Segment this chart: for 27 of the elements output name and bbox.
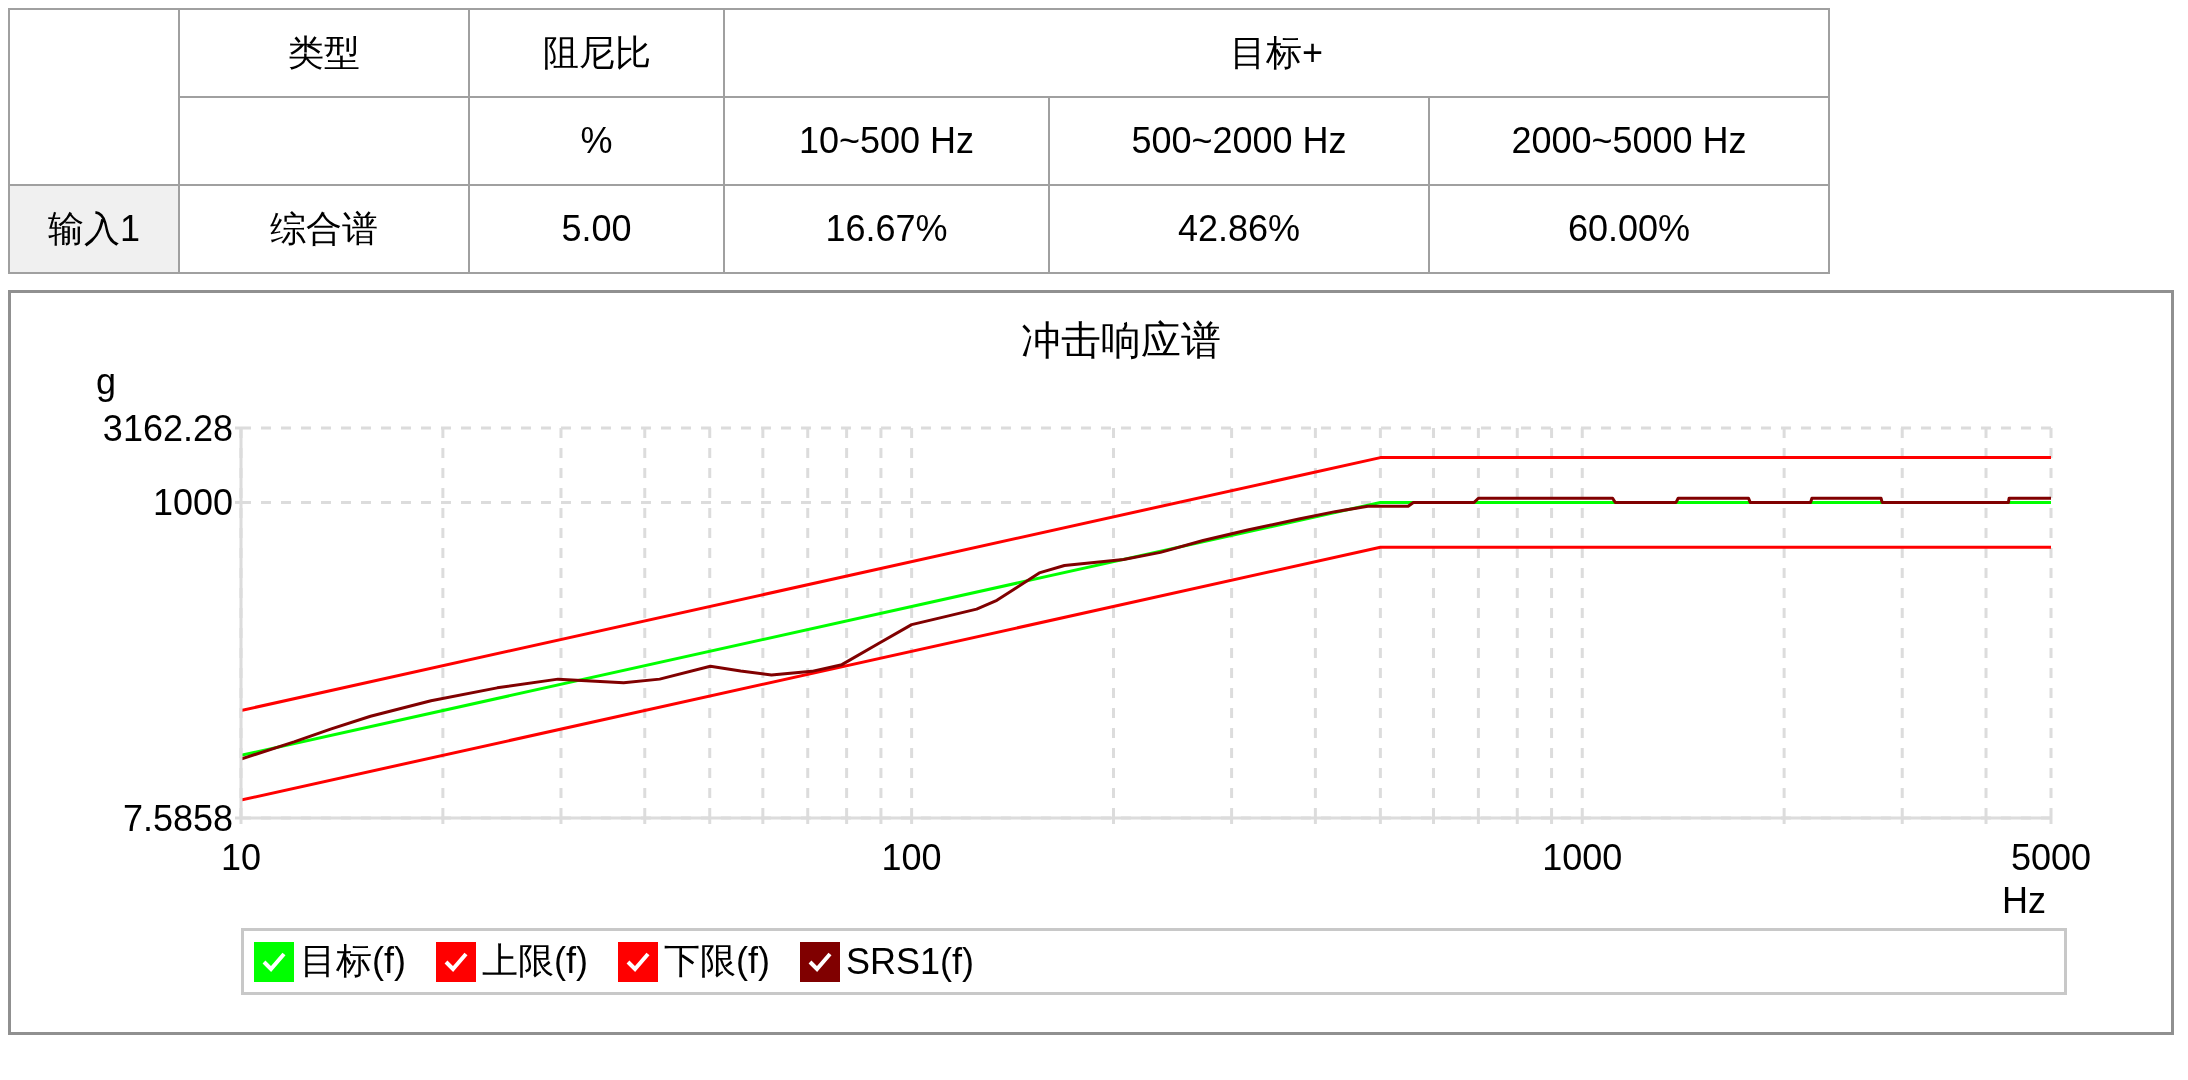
legend-label: 下限(f) <box>663 939 770 983</box>
legend-label: 上限(f) <box>481 939 588 983</box>
x-tick-label: 10 <box>220 836 262 878</box>
text: 5.00 <box>469 185 724 273</box>
y-tick-label: 1000 <box>152 482 233 524</box>
y-tick-label: 7.5858 <box>122 797 233 839</box>
chart-title: 冲击响应谱 <box>1021 318 1221 362</box>
y-tick-label: 3162.28 <box>102 407 233 449</box>
text: 2000~5000 Hz <box>1429 97 1829 185</box>
legend-label: SRS1(f) <box>845 940 974 983</box>
text: 60.00% <box>1429 185 1829 273</box>
text: 42.86% <box>1049 185 1429 273</box>
y-axis-title: g <box>95 361 117 402</box>
text: 类型 <box>179 9 469 97</box>
legend-label: 目标(f) <box>300 939 406 983</box>
text: 目标+ <box>724 9 1829 97</box>
text: 500~2000 Hz <box>1049 97 1429 185</box>
text: 10~500 Hz <box>724 97 1049 185</box>
text: 综合谱 <box>179 185 469 273</box>
text: % <box>469 97 724 185</box>
text: 阻尼比 <box>469 9 724 97</box>
x-tick-label: 1000 <box>1542 836 1623 878</box>
x-tick-label: 100 <box>881 836 942 878</box>
x-axis-title: Hz <box>2002 880 2046 921</box>
text: 输入1 <box>9 185 179 273</box>
text: 16.67% <box>724 185 1049 273</box>
x-tick-label: 5000 <box>2010 836 2092 878</box>
